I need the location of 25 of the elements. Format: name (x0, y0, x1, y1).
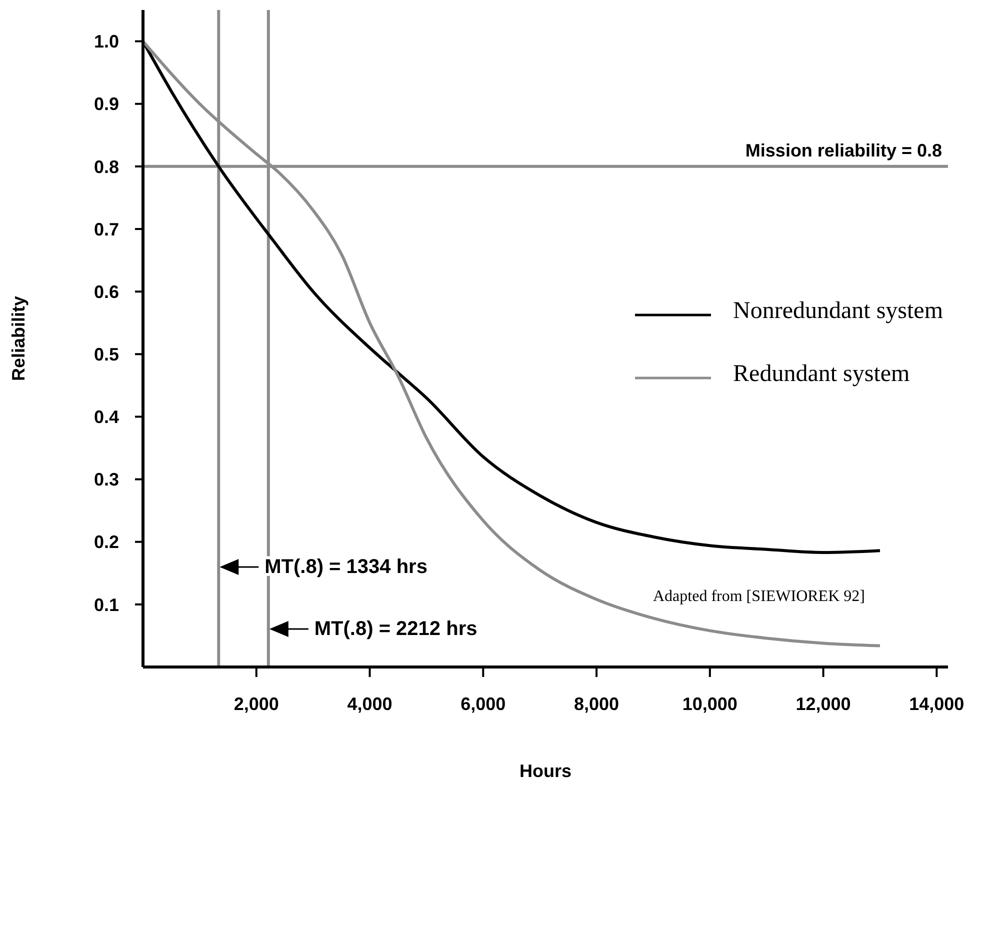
annotation: Adapted from [SIEWIOREK 92] (653, 588, 865, 606)
x-tick-label: 6,000 (460, 694, 506, 714)
x-tick-label: 14,000 (909, 694, 964, 714)
y-tick-label: 0.2 (94, 532, 119, 552)
x-tick-label: 12,000 (796, 694, 851, 714)
y-tick-label: 1.0 (94, 32, 119, 52)
y-tick-label: 0.7 (94, 219, 119, 240)
y-tick-label: 0.4 (94, 407, 119, 428)
y-tick-label: 0.5 (94, 344, 119, 365)
x-tick-label: 2,000 (234, 694, 279, 714)
y-tick-label: 0.1 (94, 594, 119, 615)
y-tick-label: 0.8 (94, 156, 119, 177)
ref-line-label: MT(.8) = 2212 hrs (314, 618, 478, 640)
y-tick-label: 0.6 (94, 282, 119, 302)
legend-label: Redundant system (733, 361, 910, 388)
x-tick-label: 8,000 (574, 694, 620, 714)
ref-line-label: Mission reliability = 0.8 (745, 140, 942, 160)
legend-label: Nonredundant system (733, 298, 943, 325)
x-tick-label: 4,000 (347, 694, 392, 714)
x-axis-title: Hours (519, 761, 572, 781)
x-tick-label: 10,000 (682, 694, 738, 714)
ref-line-label: MT(.8) = 1334 hrs (264, 556, 428, 578)
y-tick-label: 0.9 (94, 94, 119, 114)
y-tick-label: 0.3 (94, 470, 119, 490)
y-axis-title: Reliability (8, 296, 28, 382)
